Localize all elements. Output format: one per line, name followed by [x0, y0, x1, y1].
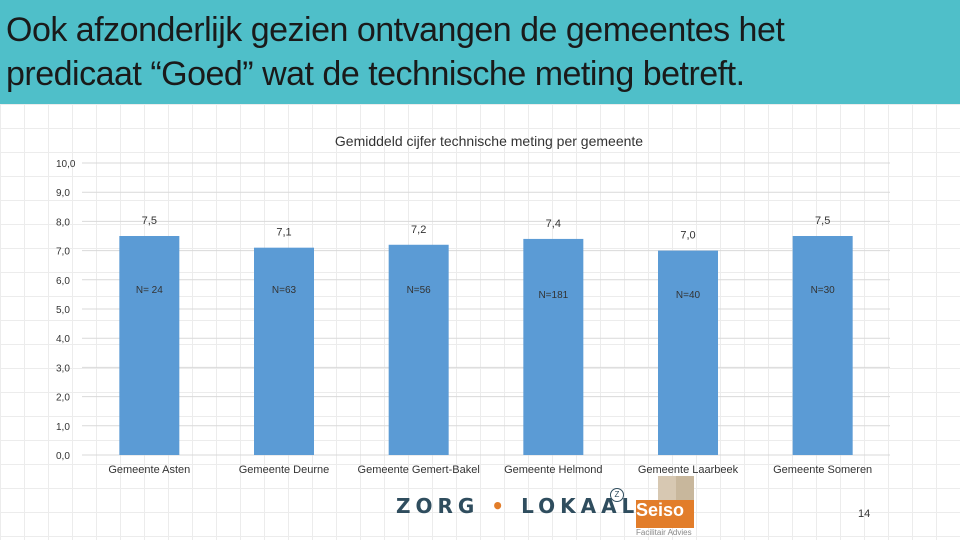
x-tick-label: Gemeente Helmond — [504, 464, 602, 476]
bar-value-label: 7,0 — [680, 230, 695, 242]
y-tick-label: 4,0 — [56, 334, 70, 345]
bar-value-label: 7,1 — [276, 227, 291, 239]
seiso-logo — [636, 476, 694, 528]
bar-n-label: N=56 — [407, 285, 432, 296]
bar-n-label: N=63 — [272, 285, 297, 296]
bar-value-label: 7,5 — [142, 215, 157, 227]
zorg-text: ZORG — [396, 494, 480, 518]
bar-n-label: N=40 — [676, 290, 701, 301]
bar — [254, 247, 314, 455]
bar — [792, 236, 853, 455]
bar-n-label: N=30 — [811, 285, 836, 296]
x-tick-label: Gemeente Asten — [108, 464, 190, 476]
zorg-lokaal-mark-icon: Z — [610, 488, 624, 502]
y-tick-label: 3,0 — [56, 363, 70, 374]
x-tick-label: Gemeente Deurne — [239, 464, 330, 476]
seiso-logo-text: Seiso — [636, 500, 685, 520]
x-tick-label: Gemeente Someren — [773, 464, 872, 476]
bar — [658, 250, 718, 455]
y-tick-label: 7,0 — [56, 247, 70, 258]
bar-n-label: N= 24 — [136, 285, 163, 296]
bar-value-label: 7,4 — [546, 218, 561, 230]
bar-value-label: 7,2 — [411, 224, 426, 236]
bar-n-label: N=181 — [538, 290, 568, 301]
x-tick-label: Gemeente Laarbeek — [638, 464, 739, 476]
y-tick-label: 6,0 — [56, 276, 70, 287]
x-tick-label: Gemeente Gemert-Bakel — [358, 464, 480, 476]
zorg-dot: • — [491, 494, 510, 518]
bar-value-label: 7,5 — [815, 215, 830, 227]
bar-chart: Gemiddeld cijfer technische meting per g… — [0, 104, 960, 494]
slide-title-line2: predicaat “Goed” wat de technische metin… — [6, 55, 745, 93]
slide-title-line1: Ook afzonderlijk gezien ontvangen de gem… — [6, 11, 785, 49]
zorg-lokaal-logo: ZORG • LOKAAL — [396, 494, 639, 518]
chart-title: Gemiddeld cijfer technische meting per g… — [335, 133, 643, 149]
bar — [388, 244, 449, 455]
title-banner: Ook afzonderlijk gezien ontvangen de gem… — [0, 0, 960, 104]
bar — [119, 236, 180, 455]
page-number: 14 — [858, 508, 871, 520]
y-tick-label: 0,0 — [56, 451, 70, 462]
y-tick-label: 5,0 — [56, 305, 70, 316]
bar — [523, 238, 584, 455]
chart-svg: Gemiddeld cijfer technische meting per g… — [56, 133, 890, 476]
y-tick-label: 2,0 — [56, 393, 70, 404]
y-tick-label: 8,0 — [56, 217, 70, 228]
y-tick-label: 1,0 — [56, 422, 70, 433]
seiso-logo-subtitle: Facilitair Advies — [636, 528, 692, 537]
y-tick-label: 10,0 — [56, 159, 76, 170]
slide-title: Ook afzonderlijk gezien ontvangen de gem… — [6, 8, 946, 96]
y-tick-label: 9,0 — [56, 188, 70, 199]
